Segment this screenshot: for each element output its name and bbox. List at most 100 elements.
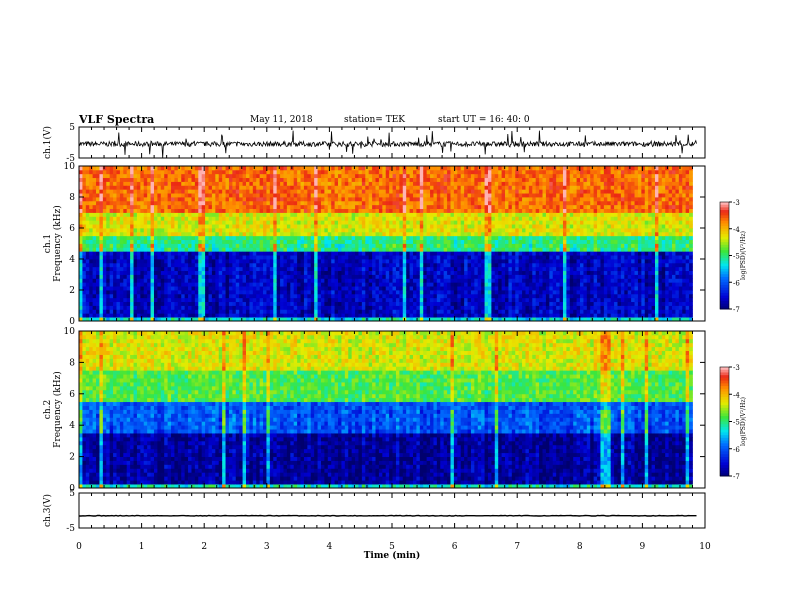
ch1-spectrogram-cell: [198, 259, 203, 264]
ch1-spectrogram-cell: [99, 239, 104, 244]
ch1-spectrogram-cell: [130, 270, 134, 275]
ch1-spectrogram-cell: [136, 208, 141, 213]
ch1-spectrogram-cell: [433, 177, 438, 182]
ch1-spectrogram-cell: [413, 228, 417, 233]
ch1-spectrogram-cell: [136, 216, 141, 221]
ch1-spectrogram-cell: [314, 243, 318, 248]
ch1-spectrogram-cell: [232, 204, 237, 210]
ch1-spectrogram-cell: [252, 259, 257, 264]
ch1-spectrogram-cell: [358, 290, 363, 295]
ch1-spectrogram-cell: [143, 270, 148, 275]
ch1-spectrogram-cell: [385, 286, 390, 291]
ch1-spectrogram-cell: [147, 255, 151, 260]
ch1-spectrogram-cell: [348, 297, 353, 303]
ch1-spectrogram-cell: [249, 177, 254, 182]
ch1-spectrogram-cell: [82, 181, 87, 186]
ch1-spectrogram-cell: [153, 305, 158, 310]
ch1-spectrogram-cell: [225, 181, 230, 186]
ch1-spectrogram-cell: [344, 181, 349, 186]
ch1-spectrogram-cell: [436, 297, 441, 303]
ch1-spectrogram-cell: [389, 189, 393, 194]
ch1-spectrogram-cell: [113, 278, 117, 283]
ch1-spectrogram-cell: [164, 278, 169, 283]
ch1-spectrogram-cell: [324, 247, 329, 252]
ch1-spectrogram-cell: [188, 239, 192, 244]
ch1-spectrogram-cell: [102, 259, 107, 264]
ch1-spectrogram-cell: [96, 297, 100, 303]
ch1-spectrogram-cell: [450, 278, 455, 283]
ch1-spectrogram-cell: [157, 293, 162, 299]
ch1-spectrogram-cell: [235, 173, 240, 179]
ch1-spectrogram-cell: [286, 293, 291, 299]
ch1-spectrogram-cell: [399, 259, 404, 264]
ch1-spectrogram-cell: [177, 313, 182, 318]
ch1-spectrogram-cell: [290, 193, 295, 198]
ch1-spectrogram-cell: [201, 235, 206, 241]
ch1-spectrogram-cell: [164, 235, 169, 241]
ch1-spectrogram-cell: [215, 301, 220, 306]
ch1-spectrogram-cell: [123, 181, 128, 186]
ch1-spectrogram-cell: [430, 239, 434, 244]
ch1-spectrogram-cell: [273, 266, 278, 272]
ch1-spectrogram-cell: [382, 220, 387, 225]
ch1-spectrogram-cell: [228, 270, 233, 275]
ch1-spectrogram-cell: [79, 231, 83, 237]
ch1-spectrogram-cell: [430, 177, 434, 182]
ch1-spectrogram-cell: [263, 282, 267, 287]
ch1-spectrogram-cell: [239, 266, 243, 272]
ch1-spectrogram-cell: [102, 274, 107, 279]
ch1-spectrogram-cell: [157, 305, 162, 310]
ch1-spectrogram-cell: [177, 262, 182, 268]
ch1-spectrogram-cell: [310, 278, 315, 283]
ch1-spectrogram-cell: [487, 220, 492, 225]
ch1-spectrogram-cell: [252, 270, 257, 275]
ch1-spectrogram-cell: [310, 212, 315, 217]
ch1-spectrogram-cell: [491, 212, 496, 217]
ch1-spectrogram-cell: [89, 247, 94, 252]
ch1-spectrogram-cell: [259, 293, 264, 299]
ch1-spectrogram-cell: [273, 224, 278, 229]
ch1-spectrogram-cell: [395, 220, 400, 225]
ch1-spectrogram-cell: [150, 169, 155, 175]
ch1-spectrogram-cell: [464, 297, 468, 303]
ch1-spectrogram-cell: [307, 200, 312, 206]
ch1-spectrogram-cell: [440, 197, 445, 202]
ch1-spectrogram-cell: [372, 313, 376, 318]
ch1-spectrogram-cell: [447, 262, 451, 268]
ch1-spectrogram-cell: [208, 266, 213, 272]
ch1-spectrogram-cell: [283, 220, 288, 225]
ch1-spectrogram-cell: [218, 282, 223, 287]
ch1-spectrogram-cell: [358, 247, 363, 252]
ch1-spectrogram-cell: [235, 185, 240, 190]
ch1-spectrogram-cell: [338, 243, 342, 248]
ch1-spectrogram-cell: [188, 247, 192, 252]
ch1-spectrogram-cell: [443, 266, 448, 272]
ch1-spectrogram-cell: [276, 259, 281, 264]
ch1-spectrogram-cell: [153, 231, 158, 237]
ch1-spectrogram-cell: [368, 204, 373, 210]
ch1-spectrogram-cell: [416, 224, 421, 229]
ch1-spectrogram-cell: [368, 282, 373, 287]
ch1-spectrogram-cell: [239, 208, 243, 213]
ch1-spectrogram-cell: [447, 181, 451, 186]
ch1-spectrogram-cell: [119, 177, 124, 182]
ch1-spectrogram-cell: [481, 204, 485, 210]
ch1-spectrogram-cell: [140, 197, 145, 202]
ch1-spectrogram-cell: [375, 208, 380, 213]
ch1-spectrogram-cell: [460, 204, 465, 210]
ch1-spectrogram-cell: [171, 255, 175, 260]
ch1-spectrogram-cell: [375, 173, 380, 179]
ch1-spectrogram-cell: [140, 262, 145, 268]
ch1-spectrogram-cell: [406, 239, 410, 244]
ch1-spectrogram-cell: [130, 169, 134, 175]
ch1-spectrogram-cell: [133, 193, 138, 198]
ch1-spectrogram-cell: [82, 251, 87, 256]
ch1-spectrogram-cell: [208, 204, 213, 210]
ch1-spectrogram-cell: [252, 301, 257, 306]
ch1-spectrogram-cell: [246, 173, 250, 179]
ch1-spectrogram-cell: [327, 274, 332, 279]
ch1-spectrogram-cell: [191, 189, 196, 194]
ch1-spectrogram-cell: [426, 173, 431, 179]
ch1-spectrogram-cell: [450, 274, 455, 279]
ch1-spectrogram-cell: [211, 266, 216, 272]
